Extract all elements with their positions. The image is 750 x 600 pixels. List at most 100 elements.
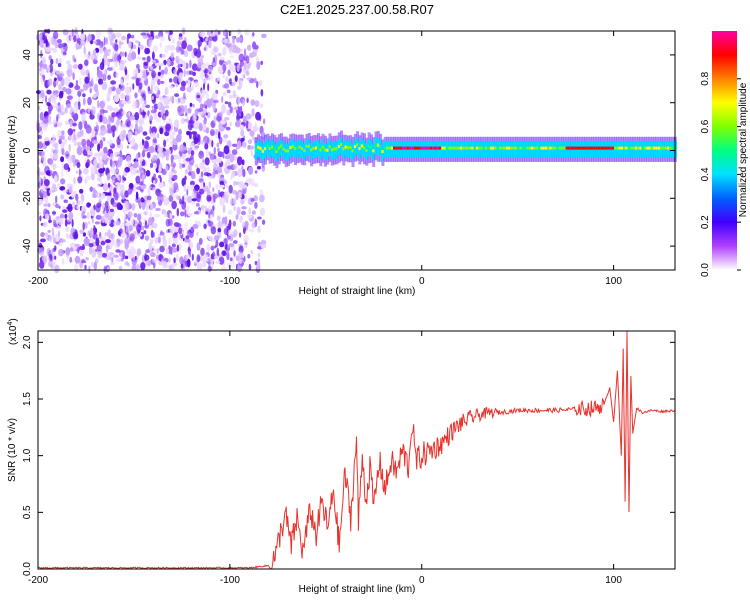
spectrogram-noise-cell (119, 134, 122, 140)
spectrogram-band-core (284, 149, 288, 153)
spectrogram-band-core (492, 146, 495, 150)
spectrogram-noise-cell (119, 51, 123, 57)
spectrogram-noise-cell (168, 257, 171, 263)
spectrogram-band-core (503, 146, 507, 150)
spectrogram-noise-cell (55, 195, 58, 204)
spectrogram-noise-cell (102, 183, 109, 192)
spectrogram-noise-cell (193, 121, 198, 130)
spectrogram-noise-cell (226, 263, 230, 269)
spectrogram-noise-cell (67, 63, 73, 71)
spectrogram-noise-cell (57, 183, 61, 189)
spectrogram-band-core (526, 146, 530, 150)
spectrogram-noise-cell (94, 152, 101, 157)
spectrogram-noise-cell (251, 108, 255, 117)
spectrogram-noise-cell (68, 211, 74, 221)
spectrogram-xlabel: Height of straight line (km) (299, 286, 416, 297)
spectrogram-noise-cell (232, 108, 235, 117)
spectrogram-noise-cell (53, 100, 57, 107)
spectrogram-noise-cell (208, 72, 214, 82)
spectrogram-noise-cell (116, 239, 121, 247)
spectrogram-noise-cell (176, 207, 179, 217)
spectrogram-noise-cell (238, 251, 243, 260)
spectrogram-noise-cell (62, 29, 69, 36)
spectrogram-noise-cell (137, 233, 143, 237)
spectrogram-noise-cell (72, 231, 79, 239)
spectrogram-noise-cell (62, 51, 67, 55)
spectrogram-noise-cell (236, 140, 242, 149)
spectrogram-noise-cell (150, 31, 154, 36)
spectrogram-noise-cell (105, 37, 108, 45)
spectrogram-noise-cell (204, 157, 210, 166)
spectrogram-noise-cell (157, 151, 164, 157)
spectrogram-ytick-label: 0 (22, 147, 33, 153)
spectrogram-noise-cell (47, 78, 53, 86)
spectrogram-noise-cell (79, 88, 85, 93)
spectrogram-noise-cell (210, 245, 215, 251)
spectrogram-band-core (632, 146, 636, 150)
spectrogram-noise-cell (250, 149, 253, 157)
spectrogram-band-core (270, 145, 274, 149)
spectrogram-noise-cell (206, 31, 211, 36)
spectrogram-noise-cell (250, 99, 256, 106)
spectrogram-band-core (289, 146, 293, 150)
spectrogram-noise-cell (217, 151, 224, 158)
spectrogram-noise-cell (124, 51, 127, 58)
spectrogram-noise-cell (81, 138, 87, 147)
spectrogram-noise-cell (169, 44, 176, 51)
spectrogram-noise-cell (106, 192, 112, 196)
spectrogram-noise-cell (45, 95, 47, 104)
spectrogram-noise-cell (239, 216, 243, 223)
spectrogram-noise-cell (188, 79, 191, 88)
spectrogram-noise-cell (135, 77, 140, 87)
spectrogram-noise-cell (140, 189, 144, 193)
spectrogram-noise-cell (173, 232, 178, 239)
spectrogram-band-core (353, 145, 357, 149)
spectrogram-noise-cell (183, 50, 189, 58)
spectrogram-noise-cell (81, 205, 87, 212)
spectrogram-noise-cell (96, 70, 103, 78)
spectrogram-band-core (425, 146, 429, 150)
spectrogram-noise-cell (45, 140, 50, 146)
spectrogram-noise-cell (91, 129, 96, 136)
spectrogram-noise-cell (65, 121, 70, 125)
spectrogram-noise-cell (145, 220, 147, 227)
spectrogram-noise-cell (53, 90, 60, 94)
spectrogram-noise-cell (183, 154, 187, 158)
spectrogram-noise-cell (256, 166, 261, 170)
spectrogram-noise-cell (94, 165, 97, 172)
spectrogram-noise-cell (179, 198, 183, 205)
spectrogram-ylabel: Frequency (Hz) (7, 116, 18, 185)
spectrogram-band-core (390, 146, 394, 150)
spectrogram-band-core (257, 145, 261, 149)
spectrogram-noise-cell (233, 250, 236, 257)
spectrogram-noise-cell (178, 72, 183, 78)
spectrogram-noise-cell (131, 203, 136, 211)
spectrogram-band-core (572, 146, 576, 150)
spectrogram-noise-cell (97, 183, 100, 187)
spectrogram-noise-cell (224, 101, 229, 105)
spectrogram-noise-cell (38, 181, 41, 189)
spectrogram-noise-cell (116, 183, 123, 190)
spectrogram-noise-cell (162, 238, 168, 248)
spectrogram-band-core (648, 146, 652, 150)
spectrogram-noise-cell (241, 184, 248, 189)
spectrogram-noise-cell (235, 214, 239, 220)
spectrogram-noise-cell (107, 215, 113, 221)
spectrogram-noise-cell (260, 207, 265, 216)
spectrogram-noise-cell (215, 157, 222, 164)
spectrogram-noise-cell (159, 176, 162, 183)
spectrogram-noise-cell (121, 110, 127, 116)
spectrogram-noise-cell (222, 91, 227, 96)
spectrogram-band-core (528, 146, 532, 150)
snr-ytick-label: 0.0 (22, 562, 33, 576)
spectrogram-noise-cell (79, 130, 84, 136)
spectrogram-noise-cell (78, 77, 82, 86)
spectrogram-noise-cell (129, 233, 135, 242)
spectrogram-noise-cell (194, 164, 199, 168)
spectrogram-noise-cell (101, 161, 104, 165)
spectrogram-noise-cell (61, 258, 65, 265)
spectrogram-noise-cell (231, 149, 238, 156)
spectrogram-noise-cell (140, 32, 147, 36)
spectrogram-noise-cell (228, 101, 232, 108)
spectrogram-noise-cell (139, 202, 145, 207)
